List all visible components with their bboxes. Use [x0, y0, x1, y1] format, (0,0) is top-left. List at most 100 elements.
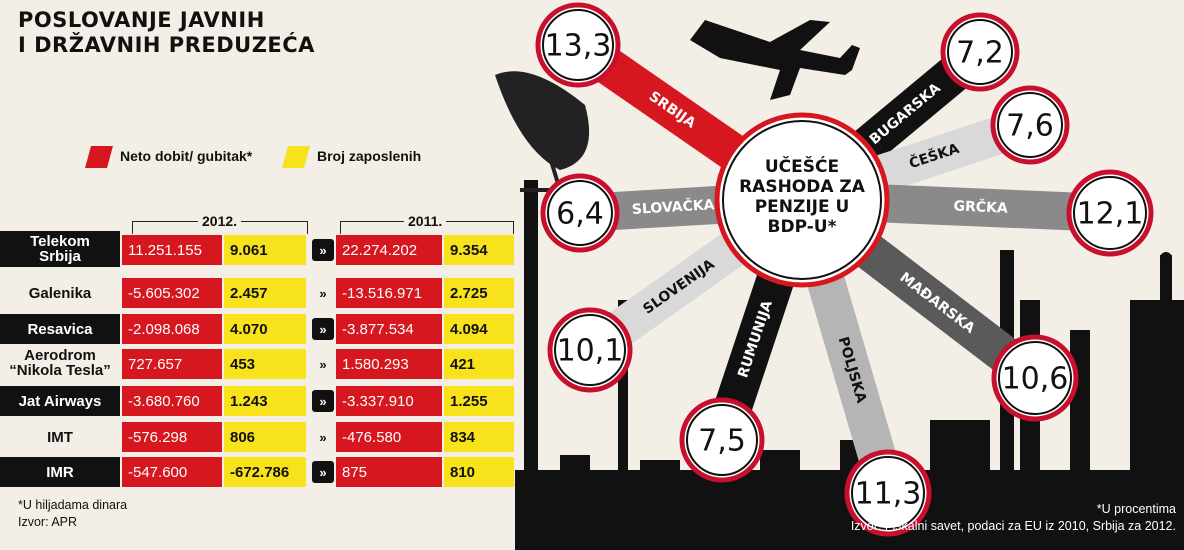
profit-2012: -547.600: [122, 457, 222, 487]
right-footnote: *U procentima: [1096, 502, 1176, 516]
company-name-line1: Jat Airways: [18, 392, 102, 410]
chevron-icon: »: [312, 461, 334, 483]
company-name: IMR: [0, 457, 120, 487]
profit-2011: -476.580: [336, 422, 442, 452]
value-circles: 13,3 7,2 7,6 12,1 10,6 11,3 7,5 10,1 6,4: [535, 2, 1154, 537]
company-name: Aerodrom “Nikola Tesla”: [0, 345, 120, 381]
employees-2012: 2.457: [224, 278, 306, 308]
legend-red-label: Neto dobit/ gubitak*: [120, 148, 253, 164]
country-value: 11,3: [855, 477, 922, 512]
employees-2012: -672.786: [224, 457, 306, 487]
value-circle-ring: [947, 19, 1013, 85]
company-name: Telekom Srbija: [0, 231, 120, 267]
country-value: 7,2: [956, 36, 1004, 71]
chevron-icon: »: [319, 285, 327, 301]
profit-2011: 22.274.202: [336, 235, 442, 265]
company-name-line1: IMR: [46, 463, 74, 481]
employees-2011: 1.255: [444, 386, 514, 416]
value-circle-ring: [997, 92, 1063, 158]
employees-2011: 4.094: [444, 314, 514, 344]
value-circle-ring: [998, 341, 1072, 415]
employees-2011: 9.354: [444, 235, 514, 265]
legend-red-swatch: [85, 146, 113, 168]
employees-2012: 4.070: [224, 314, 306, 344]
profit-2012: -2.098.068: [122, 314, 222, 344]
center-line4: BDP-U*: [767, 217, 837, 237]
value-circle: [535, 2, 621, 88]
chevron-icon: »: [312, 390, 334, 412]
company-name-line1: Galenika: [28, 284, 92, 302]
country-value: 13,3: [545, 29, 612, 64]
right-source: Izvor: Fiskalni savet, podaci za EU iz 2…: [850, 519, 1176, 533]
employees-2011: 2.725: [444, 278, 514, 308]
value-circle-ring: [686, 404, 758, 476]
company-name-line2: Srbija: [39, 248, 81, 265]
center-line3: PENZIJE U: [754, 197, 850, 217]
profit-2012: 727.657: [122, 349, 222, 379]
country-label: GRČKA: [953, 196, 1008, 216]
legend-yellow-swatch: [282, 146, 310, 168]
value-circle: [991, 334, 1079, 422]
employees-2012: 453: [224, 349, 306, 379]
year-2012: 2012.: [198, 213, 242, 229]
profit-2011: 875: [336, 457, 442, 487]
chevron-icon: »: [319, 429, 327, 445]
legend-yellow-label: Broj zaposlenih: [317, 148, 422, 164]
page-title: POSLOVANJE JAVNIH I DRŽAVNIH PREDUZEĆA: [18, 8, 315, 58]
country-value: 6,4: [556, 197, 604, 232]
profit-2011: -13.516.971: [336, 278, 442, 308]
value-circle-ring: [851, 456, 925, 530]
profit-2011: -3.337.910: [336, 386, 442, 416]
value-circle-ring: [554, 314, 626, 386]
left-footnote: *U hiljadama dinara: [18, 498, 128, 512]
center-line1: UČEŠĆE: [764, 157, 840, 177]
company-name: Galenika: [0, 278, 120, 308]
center-title: UČEŠĆE RASHODA ZA PENZIJE U BDP-U*: [737, 157, 867, 237]
company-name: IMT: [0, 422, 120, 452]
value-circle-ring: [1073, 176, 1147, 250]
company-name: Resavica: [0, 314, 120, 344]
company-name-line1: Resavica: [27, 320, 93, 338]
chevron-icon: »: [319, 356, 327, 372]
country-value: 7,6: [1006, 109, 1054, 144]
value-circle: [540, 173, 620, 253]
title-line1: POSLOVANJE JAVNIH: [18, 8, 265, 32]
employees-2012: 9.061: [224, 235, 306, 265]
title-line2: I DRŽAVNIH PREDUZEĆA: [18, 33, 315, 57]
employees-2011: 810: [444, 457, 514, 487]
value-circle-ring: [547, 180, 613, 246]
value-circle: [990, 85, 1070, 165]
company-name-line1: Telekom: [30, 233, 90, 250]
country-value: 10,1: [557, 334, 624, 369]
chevron-icon: »: [312, 318, 334, 340]
employees-2011: 834: [444, 422, 514, 452]
profit-2012: -5.605.302: [122, 278, 222, 308]
left-source: Izvor: APR: [18, 515, 78, 529]
year-2011: 2011.: [404, 213, 447, 229]
profit-2011: -3.877.534: [336, 314, 442, 344]
profit-2012: -3.680.760: [122, 386, 222, 416]
profit-2011: 1.580.293: [336, 349, 442, 379]
employees-2011: 421: [444, 349, 514, 379]
country-value: 10,6: [1002, 362, 1069, 397]
profit-2012: -576.298: [122, 422, 222, 452]
value-circle: [1066, 169, 1154, 257]
company-name-line1: Aerodrom: [24, 347, 96, 364]
value-circle: [547, 307, 633, 393]
country-value: 12,1: [1077, 197, 1144, 232]
company-name: Jat Airways: [0, 386, 120, 416]
company-name-line1: IMT: [47, 428, 73, 446]
chevron-icon: »: [312, 239, 334, 261]
profit-2012: 11.251.155: [122, 235, 222, 265]
company-name-line2: “Nikola Tesla”: [9, 362, 111, 379]
value-circle: [844, 449, 932, 537]
employees-2012: 1.243: [224, 386, 306, 416]
value-circle-ring: [542, 9, 614, 81]
value-circle: [940, 12, 1020, 92]
employees-2012: 806: [224, 422, 306, 452]
country-value: 7,5: [698, 424, 746, 459]
value-circle: [679, 397, 765, 483]
country-label: SLOVAČKA: [631, 195, 715, 218]
